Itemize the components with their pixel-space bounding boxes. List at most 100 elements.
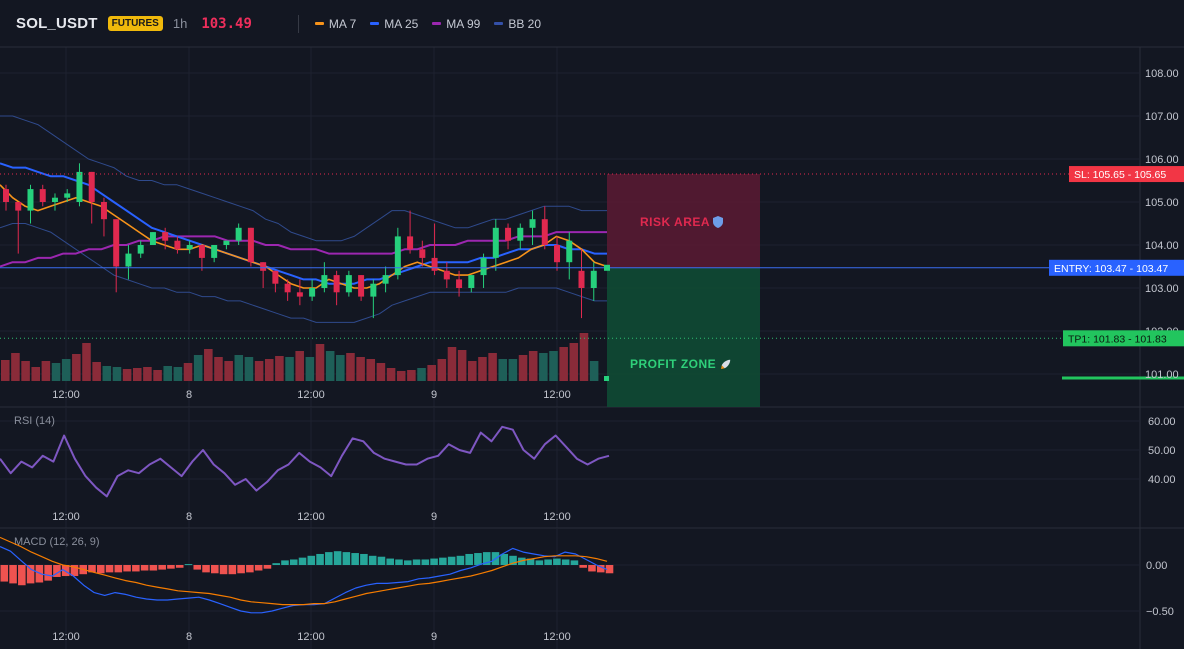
macd-tick-label: −0.50 <box>1146 606 1174 618</box>
shield-icon <box>713 216 723 228</box>
macd-hist-bar <box>526 558 535 565</box>
legend-item-ma7[interactable]: MA 7 <box>314 17 356 31</box>
macd-tick-label: 0.00 <box>1146 560 1167 572</box>
macd-hist-bar <box>44 565 52 581</box>
macd-hist-bar <box>9 565 17 584</box>
macd-hist-bar <box>588 565 596 572</box>
volume-bar <box>41 361 51 381</box>
macd-hist-bar <box>246 565 254 573</box>
macd-hist-bar <box>447 556 456 565</box>
rsi-line <box>0 425 610 498</box>
macd-hist-bar <box>228 565 237 575</box>
volume-bar <box>478 357 487 381</box>
candle-body <box>211 245 218 258</box>
symbol-name[interactable]: SOL_USDT <box>16 15 98 32</box>
candle-body <box>541 219 548 245</box>
candle-body <box>223 240 230 245</box>
price-tick-label: 101.00 <box>1145 369 1179 381</box>
time-tick-label: 12:00 <box>543 511 571 523</box>
macd-hist-bar <box>237 565 245 574</box>
time-tick-label: 8 <box>186 631 192 643</box>
candle-body <box>321 275 328 288</box>
volume-bar <box>254 361 264 381</box>
macd-hist-bar <box>579 565 587 568</box>
volume-bar <box>31 367 41 381</box>
time-tick-label: 12:00 <box>52 511 80 523</box>
volume-bar <box>569 343 579 381</box>
volume-bar <box>396 371 406 381</box>
price-tag-box <box>1063 330 1184 347</box>
risk-zone <box>607 174 760 268</box>
time-tick-label: 12:00 <box>297 389 325 401</box>
volume-bar <box>376 363 386 381</box>
macd-hist-bar <box>570 560 579 565</box>
candle-body <box>505 227 512 241</box>
time-tick-label: 9 <box>431 389 437 401</box>
volume-bar <box>234 355 244 381</box>
macd-hist-bar <box>553 558 561 565</box>
legend-swatch <box>494 22 504 25</box>
candle-body <box>125 253 132 267</box>
candle-body <box>174 240 181 250</box>
signal-line <box>0 536 608 606</box>
volume-bar <box>183 363 193 381</box>
last-price: 103.49 <box>201 15 252 32</box>
macd-hist-bar <box>316 553 324 565</box>
macd-hist-bar <box>412 559 421 565</box>
candle-body <box>39 189 46 202</box>
rocket-body <box>721 359 731 369</box>
macd-hist-bar <box>482 552 491 565</box>
macd-title: MACD (12, 26, 9) <box>14 536 100 548</box>
volume-bar <box>518 355 528 381</box>
volume-bar <box>244 357 254 381</box>
volume-bar <box>488 353 497 381</box>
legend-item-bb20[interactable]: BB 20 <box>494 17 541 31</box>
volume-bar <box>153 370 162 381</box>
profit-zone-label: PROFIT ZONE <box>630 357 716 371</box>
candle-body <box>554 245 561 263</box>
candle-body <box>162 232 169 241</box>
legend-label: MA 99 <box>446 16 481 31</box>
profit-zone <box>607 267 760 407</box>
legend-label: BB 20 <box>508 16 542 31</box>
price-tag-box <box>1069 166 1184 183</box>
candle-body <box>296 292 303 297</box>
volume-bar <box>589 361 599 381</box>
macd-hist-bar <box>395 559 403 565</box>
candle-body <box>51 197 58 202</box>
candle-body <box>456 279 463 288</box>
macd-hist-bar <box>561 559 570 565</box>
macd-hist-bar <box>53 565 61 577</box>
candle-body <box>137 245 144 254</box>
candle-body <box>529 219 536 228</box>
macd-hist-bar <box>544 559 552 565</box>
macd-hist-bar <box>61 565 70 577</box>
volume-bar <box>102 366 112 381</box>
price-tag-box <box>1049 259 1184 276</box>
time-tick-label: 12:00 <box>543 389 571 401</box>
price-tick-label: 103.00 <box>1145 283 1179 295</box>
legend-swatch <box>432 22 442 25</box>
macd-hist-bar <box>535 560 544 565</box>
volume-bar <box>82 343 91 381</box>
volume-bar <box>386 368 396 381</box>
price-tag-label: TP1: 101.83 - 101.83 <box>1068 333 1167 345</box>
time-tick-label: 12:00 <box>297 511 325 523</box>
candle-body <box>64 193 71 198</box>
futures-badge: FUTURES <box>107 16 163 31</box>
volume-bar <box>437 359 447 381</box>
volume-bar <box>132 368 142 381</box>
volume-bar <box>224 361 233 381</box>
volume-bar <box>528 351 538 381</box>
candle-body <box>517 227 524 241</box>
legend-item-ma25[interactable]: MA 25 <box>370 17 418 31</box>
legend-item-ma99[interactable]: MA 99 <box>432 17 480 31</box>
volume-bar <box>539 353 548 381</box>
macd-hist-bar <box>193 565 202 570</box>
entry-marker <box>604 264 610 271</box>
candle-body <box>407 236 414 250</box>
volume-bar <box>1 360 10 381</box>
macd-hist-bar <box>439 557 447 565</box>
timeframe-label[interactable]: 1h <box>172 16 188 31</box>
